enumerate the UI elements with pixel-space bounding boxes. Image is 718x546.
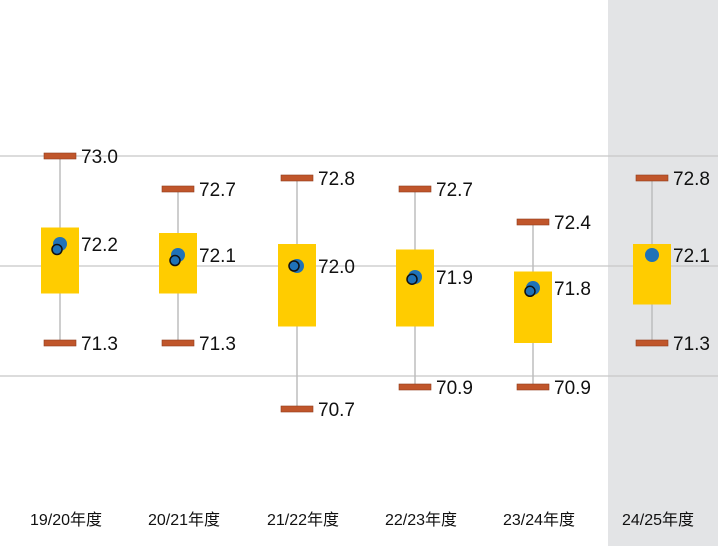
box-3 <box>396 249 434 327</box>
min-cap-4 <box>516 383 550 391</box>
min-cap-3 <box>398 383 432 391</box>
min-label-0: 71.3 <box>81 334 118 355</box>
min-label-3: 70.9 <box>436 378 473 399</box>
max-cap-3 <box>398 185 432 193</box>
min-cap-0 <box>43 339 77 347</box>
max-cap-1 <box>161 185 195 193</box>
max-label-2: 72.8 <box>318 169 355 190</box>
category-label-1: 20/21年度 <box>148 511 220 529</box>
mean-label-4: 71.8 <box>554 279 591 300</box>
mean-label-5: 72.1 <box>673 246 710 267</box>
category-label-0: 19/20年度 <box>30 511 102 529</box>
median-marker-0 <box>51 243 63 256</box>
category-label-5: 24/25年度 <box>622 511 694 529</box>
box-2 <box>278 244 316 327</box>
category-label-3: 22/23年度 <box>385 511 457 529</box>
max-label-0: 73.0 <box>81 147 118 168</box>
median-marker-1 <box>169 254 181 267</box>
min-cap-2 <box>280 405 314 413</box>
max-cap-5 <box>635 174 669 182</box>
mean-label-1: 72.1 <box>199 246 236 267</box>
max-cap-4 <box>516 218 550 226</box>
min-label-2: 70.7 <box>318 400 355 421</box>
median-marker-2 <box>288 260 300 272</box>
max-label-3: 72.7 <box>436 180 473 201</box>
mean-label-0: 72.2 <box>81 235 118 256</box>
mean-label-2: 72.0 <box>318 257 355 278</box>
median-marker-4 <box>524 285 536 298</box>
min-cap-5 <box>635 339 669 347</box>
mean-label-3: 71.9 <box>436 268 473 289</box>
max-cap-0 <box>43 152 77 160</box>
max-label-1: 72.7 <box>199 180 236 201</box>
min-label-4: 70.9 <box>554 378 591 399</box>
min-label-5: 71.3 <box>673 334 710 355</box>
max-label-4: 72.4 <box>554 213 591 234</box>
min-cap-1 <box>161 339 195 347</box>
category-label-2: 21/22年度 <box>267 511 339 529</box>
category-label-4: 23/24年度 <box>503 511 575 529</box>
median-marker-3 <box>406 273 418 285</box>
max-label-5: 72.8 <box>673 169 710 190</box>
mean-marker-5 <box>645 248 659 262</box>
min-label-1: 71.3 <box>199 334 236 355</box>
max-cap-2 <box>280 174 314 182</box>
